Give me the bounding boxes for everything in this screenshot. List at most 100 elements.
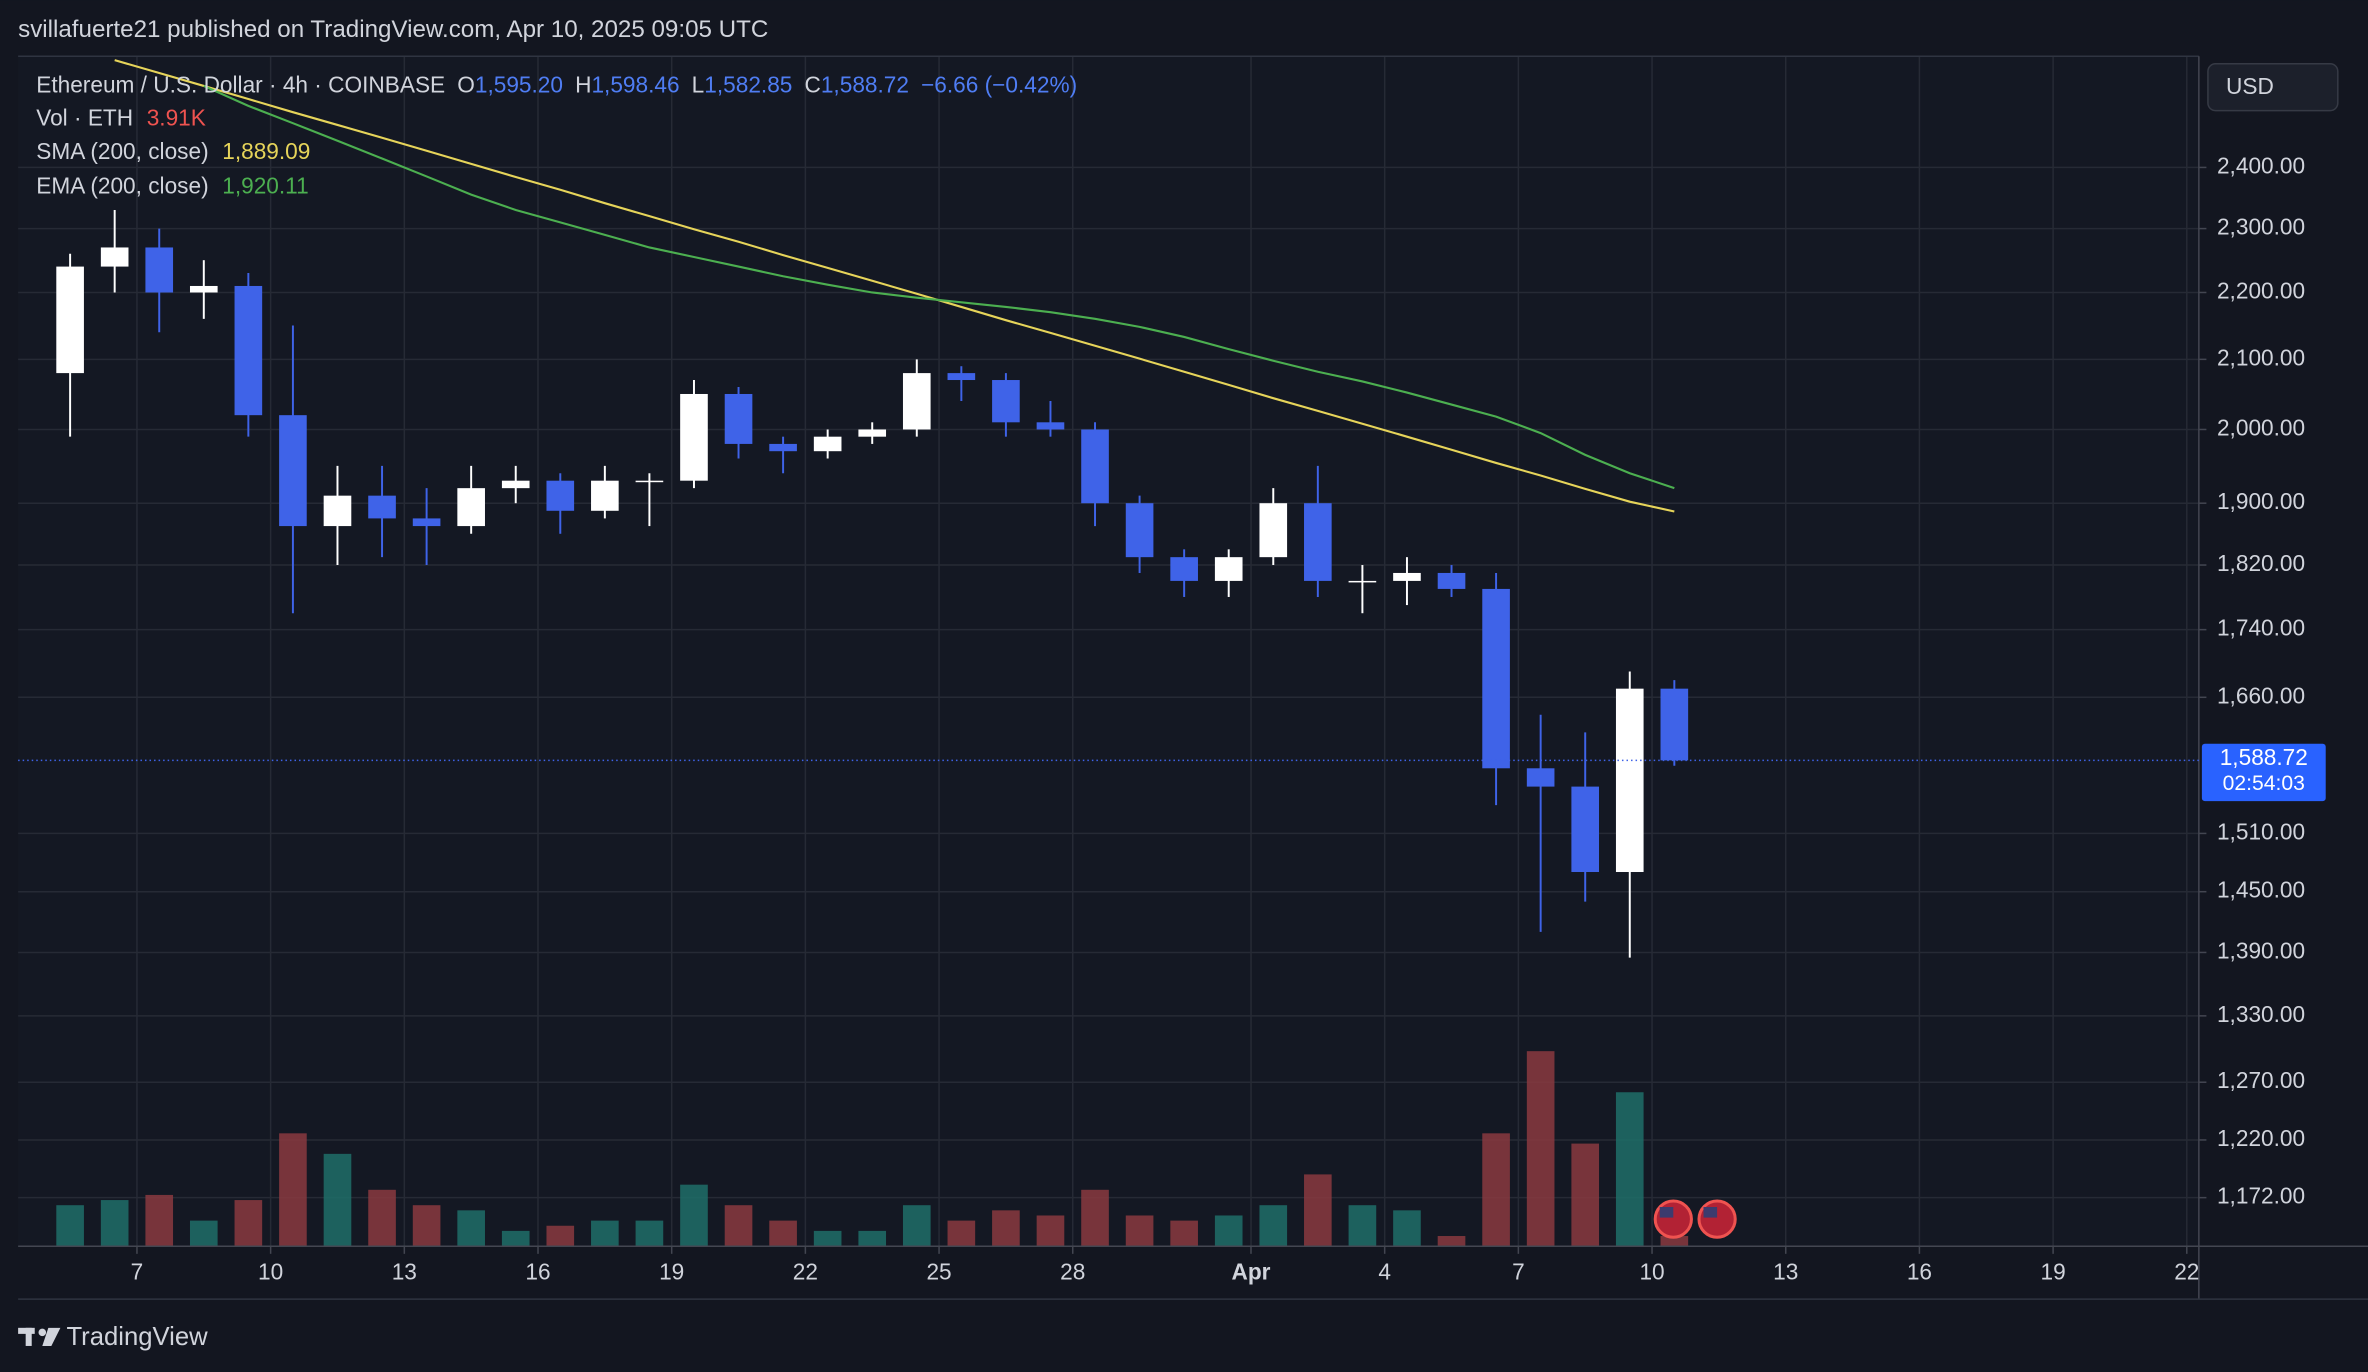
candle-body bbox=[680, 393, 708, 481]
x-tick-label: 4 bbox=[1378, 1258, 1391, 1284]
candle-body bbox=[1482, 588, 1510, 769]
candle-body bbox=[947, 373, 976, 381]
candle-body bbox=[1125, 503, 1154, 558]
candle-body bbox=[1526, 768, 1555, 787]
volume-bar bbox=[1615, 1092, 1644, 1247]
grid bbox=[18, 56, 2199, 1247]
ohlc-key: L bbox=[692, 71, 705, 97]
y-tick-label: 2,000.00 bbox=[2217, 414, 2305, 440]
volume-bar bbox=[1036, 1215, 1065, 1247]
candle-body bbox=[1660, 688, 1689, 761]
candle-body bbox=[1214, 557, 1243, 581]
y-tick-label: 1,450.00 bbox=[2217, 877, 2305, 903]
axes: 2,400.00 2,300.00 2,200.00 2,100.00 2,000.00… bbox=[18, 152, 2326, 1284]
volume-bar bbox=[1081, 1189, 1109, 1247]
candle-body bbox=[145, 247, 174, 293]
volume-bar bbox=[323, 1153, 352, 1247]
ohlc-value: 1,582.85 bbox=[704, 71, 792, 97]
candle-body bbox=[858, 429, 887, 437]
volume-bar bbox=[1170, 1220, 1198, 1247]
event-icons bbox=[1653, 1199, 1737, 1239]
x-tick-label: 7 bbox=[1512, 1258, 1525, 1284]
volume-pane bbox=[56, 1051, 1689, 1247]
volume-bar bbox=[680, 1184, 708, 1247]
candle-body bbox=[1259, 503, 1288, 558]
candle-body bbox=[1304, 503, 1332, 581]
plot-area bbox=[18, 56, 2199, 1247]
volume-bar bbox=[546, 1225, 575, 1247]
volume-bar bbox=[457, 1210, 485, 1247]
candle-body bbox=[1081, 429, 1109, 504]
x-tick-label: 16 bbox=[525, 1258, 550, 1284]
ohlc-value: 1,595.20 bbox=[475, 71, 563, 97]
volume-bar bbox=[1482, 1133, 1510, 1247]
footer-brand: TradingView bbox=[66, 1323, 208, 1351]
event-flag[interactable] bbox=[1697, 1199, 1737, 1239]
volume-bar bbox=[992, 1210, 1020, 1247]
y-tick-label: 1,740.00 bbox=[2217, 615, 2305, 641]
ohlc-key: O bbox=[457, 71, 475, 97]
x-tick-label: 13 bbox=[392, 1258, 417, 1284]
volume-bar bbox=[1526, 1051, 1555, 1247]
legend-row: SMA (200, close) 1,889.09 bbox=[36, 138, 310, 164]
x-tick-label: 19 bbox=[2041, 1258, 2066, 1284]
y-tick-label: 1,330.00 bbox=[2217, 1001, 2305, 1027]
ohlc-value: 1,588.72 bbox=[821, 71, 909, 97]
candle-body bbox=[457, 488, 485, 527]
volume-bar bbox=[1660, 1236, 1689, 1247]
volume-bar bbox=[1571, 1143, 1600, 1247]
ma-line bbox=[203, 84, 1675, 490]
volume-bar bbox=[1125, 1215, 1154, 1247]
candle-body bbox=[724, 393, 753, 444]
volume-bar bbox=[412, 1205, 441, 1247]
x-tick-label: 28 bbox=[1060, 1258, 1085, 1284]
currency-label[interactable]: USD bbox=[2226, 73, 2274, 99]
volume-bar bbox=[591, 1220, 619, 1247]
volume-value: 3.91K bbox=[147, 105, 206, 131]
y-tick-label: 2,400.00 bbox=[2217, 152, 2305, 178]
x-tick-label: Apr bbox=[1231, 1258, 1270, 1284]
candle-body bbox=[56, 266, 84, 374]
volume-bar bbox=[769, 1220, 797, 1247]
candle-body bbox=[189, 285, 218, 293]
x-tick-label: 13 bbox=[1773, 1258, 1798, 1284]
y-tick-label: 1,900.00 bbox=[2217, 488, 2305, 514]
y-tick-label: 1,820.00 bbox=[2217, 550, 2305, 576]
candle-body bbox=[1615, 688, 1644, 873]
volume-bar bbox=[1214, 1215, 1243, 1247]
x-tick-label: 16 bbox=[1907, 1258, 1932, 1284]
volume-bar bbox=[368, 1189, 396, 1247]
y-tick-label: 1,172.00 bbox=[2217, 1183, 2305, 1209]
y-tick-label: 1,660.00 bbox=[2217, 682, 2305, 708]
volume-bar bbox=[1393, 1210, 1421, 1247]
candle-body bbox=[279, 415, 307, 527]
last-price-tag bbox=[2201, 743, 2326, 802]
ohlc-key: C bbox=[804, 71, 820, 97]
candle-body bbox=[769, 443, 797, 452]
x-tick-label: 7 bbox=[131, 1258, 144, 1284]
volume-bar bbox=[947, 1220, 976, 1247]
candle-body bbox=[1437, 572, 1466, 589]
ema-value: 1,920.11 bbox=[222, 173, 308, 199]
ma-lines bbox=[114, 59, 1675, 513]
candle-body bbox=[100, 247, 129, 267]
candle-body bbox=[234, 285, 263, 416]
x-tick-label: 10 bbox=[258, 1258, 283, 1284]
event-flag[interactable] bbox=[1653, 1199, 1693, 1239]
candle-body bbox=[591, 480, 619, 511]
currency-button[interactable] bbox=[2207, 63, 2339, 112]
change: −6.66 (−0.42%) bbox=[921, 71, 1077, 97]
publish-header: svillafuerte21 published on TradingView.… bbox=[18, 16, 768, 43]
x-tick-label: 22 bbox=[2174, 1258, 2199, 1284]
candle-body bbox=[1571, 786, 1600, 873]
candle-body bbox=[368, 495, 396, 519]
x-tick-label: 25 bbox=[926, 1258, 951, 1284]
volume-bar bbox=[1259, 1205, 1288, 1247]
ohlc-key: H bbox=[575, 71, 591, 97]
candle-body bbox=[992, 380, 1020, 423]
volume-bar bbox=[234, 1200, 263, 1247]
x-tick-label: 22 bbox=[793, 1258, 818, 1284]
candle-body bbox=[1170, 557, 1198, 581]
ohlc-value: 1,598.46 bbox=[591, 71, 679, 97]
legend-row: EMA (200, close) 1,920.11 bbox=[36, 173, 308, 199]
